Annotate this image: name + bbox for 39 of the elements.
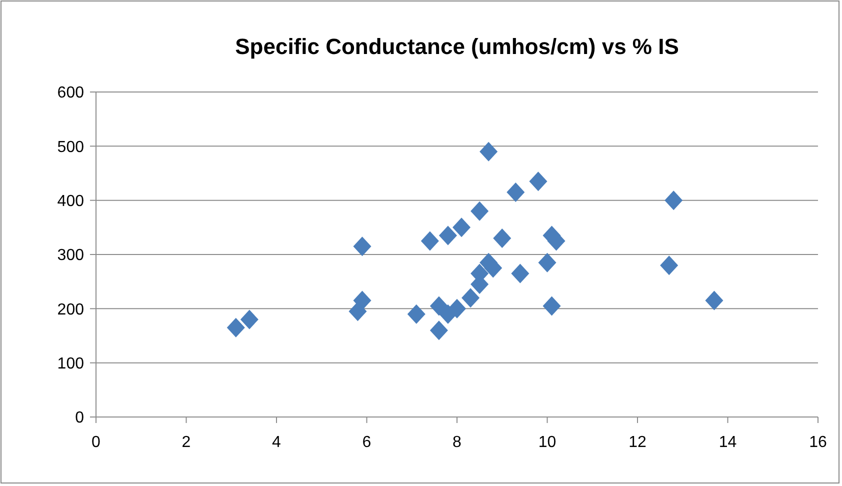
point bbox=[493, 228, 512, 248]
point bbox=[511, 264, 530, 284]
y-tick-label: 200 bbox=[57, 301, 84, 318]
x-tick-label: 0 bbox=[92, 434, 101, 451]
point bbox=[538, 252, 556, 272]
point bbox=[452, 218, 471, 238]
x-tick-label: 12 bbox=[628, 434, 646, 451]
y-tick-label: 500 bbox=[57, 138, 84, 156]
point bbox=[664, 190, 683, 210]
point bbox=[480, 142, 498, 162]
x-tick-label: 6 bbox=[362, 434, 372, 451]
x-tick-label: 10 bbox=[538, 434, 556, 451]
x-tick-label: 8 bbox=[452, 434, 462, 451]
point bbox=[462, 288, 480, 308]
y-tick-label: 0 bbox=[75, 410, 84, 427]
chart-title: Specific Conductance (umhos/cm) vs % IS bbox=[235, 34, 679, 59]
point bbox=[353, 236, 372, 256]
x-tick-label: 16 bbox=[809, 434, 827, 451]
y-tick-label: 100 bbox=[57, 355, 84, 372]
point bbox=[407, 304, 426, 324]
point bbox=[705, 290, 724, 310]
point bbox=[438, 226, 457, 246]
point bbox=[420, 231, 439, 251]
x-tick-label: 4 bbox=[272, 434, 282, 451]
y-tick-label: 300 bbox=[57, 247, 84, 264]
point bbox=[529, 172, 548, 192]
point bbox=[353, 290, 372, 310]
point bbox=[470, 201, 489, 221]
point bbox=[430, 320, 448, 340]
point bbox=[226, 318, 245, 338]
x-tick-label: 14 bbox=[718, 434, 737, 451]
point bbox=[542, 296, 561, 316]
y-tick-label: 600 bbox=[57, 84, 84, 102]
point bbox=[506, 182, 525, 202]
x-tick-label: 2 bbox=[182, 434, 191, 451]
y-tick-label: 400 bbox=[57, 192, 84, 210]
point bbox=[660, 256, 678, 276]
point bbox=[430, 296, 448, 316]
point bbox=[240, 310, 258, 330]
